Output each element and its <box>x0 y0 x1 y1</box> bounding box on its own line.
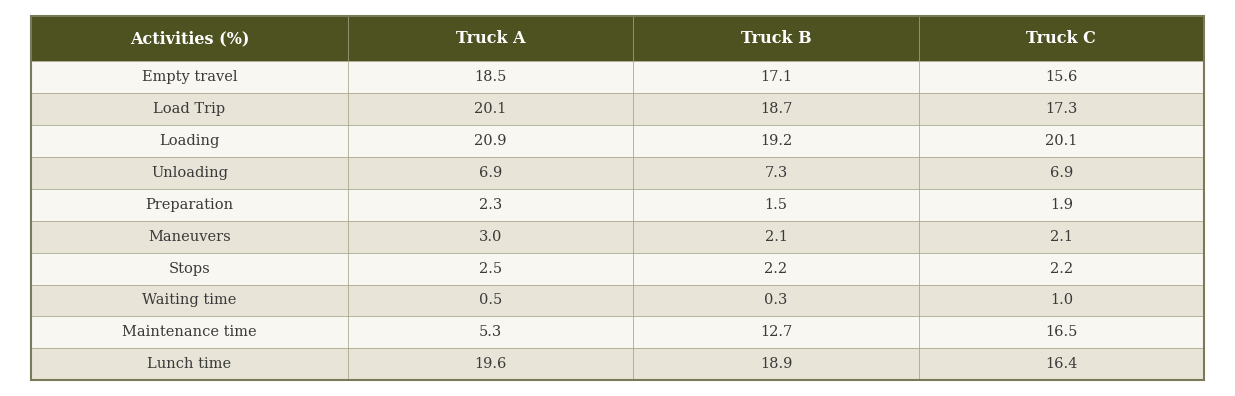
Bar <box>31 16 348 61</box>
Text: 18.5: 18.5 <box>474 70 506 84</box>
Bar <box>31 61 348 93</box>
Text: 0.3: 0.3 <box>764 293 788 307</box>
Bar <box>31 157 348 189</box>
Text: 6.9: 6.9 <box>479 166 503 180</box>
Text: 18.7: 18.7 <box>760 102 792 116</box>
Bar <box>919 93 1204 125</box>
Text: 2.1: 2.1 <box>764 230 788 244</box>
Bar <box>634 189 919 221</box>
Text: 3.0: 3.0 <box>479 230 503 244</box>
Text: 5.3: 5.3 <box>479 326 503 339</box>
Text: 1.0: 1.0 <box>1050 293 1073 307</box>
Bar <box>919 348 1204 380</box>
Bar <box>31 125 348 157</box>
Text: Stops: Stops <box>168 262 210 276</box>
Text: Load Trip: Load Trip <box>153 102 226 116</box>
Text: Unloading: Unloading <box>151 166 228 180</box>
Text: 7.3: 7.3 <box>764 166 788 180</box>
Bar <box>348 157 634 189</box>
Text: Activities (%): Activities (%) <box>130 30 249 47</box>
Text: Truck C: Truck C <box>1026 30 1097 47</box>
Bar <box>348 125 634 157</box>
Text: Empty travel: Empty travel <box>142 70 237 84</box>
Bar <box>348 189 634 221</box>
Text: 16.4: 16.4 <box>1045 357 1078 371</box>
Text: 2.1: 2.1 <box>1050 230 1073 244</box>
Text: 18.9: 18.9 <box>760 357 792 371</box>
Bar <box>634 125 919 157</box>
Text: 12.7: 12.7 <box>760 326 792 339</box>
Bar <box>31 348 348 380</box>
Text: 6.9: 6.9 <box>1050 166 1073 180</box>
Text: 2.2: 2.2 <box>1050 262 1073 276</box>
Bar <box>919 316 1204 348</box>
Text: 2.2: 2.2 <box>764 262 788 276</box>
Bar <box>31 284 348 316</box>
Text: 0.5: 0.5 <box>479 293 503 307</box>
Bar <box>919 61 1204 93</box>
Bar <box>31 221 348 253</box>
Text: Lunch time: Lunch time <box>147 357 231 371</box>
Bar <box>919 189 1204 221</box>
Text: 19.6: 19.6 <box>474 357 506 371</box>
Bar <box>919 284 1204 316</box>
Text: 20.1: 20.1 <box>474 102 506 116</box>
Bar <box>634 316 919 348</box>
Bar <box>31 253 348 284</box>
Bar <box>634 157 919 189</box>
Text: Waiting time: Waiting time <box>142 293 237 307</box>
Bar <box>348 316 634 348</box>
Text: Loading: Loading <box>159 134 220 148</box>
Bar <box>634 61 919 93</box>
Bar <box>348 93 634 125</box>
Text: 2.3: 2.3 <box>479 198 503 212</box>
Bar <box>634 16 919 61</box>
Bar <box>348 348 634 380</box>
Text: 19.2: 19.2 <box>760 134 792 148</box>
Bar <box>31 93 348 125</box>
Text: 17.1: 17.1 <box>760 70 792 84</box>
Text: 1.9: 1.9 <box>1050 198 1073 212</box>
Bar <box>348 61 634 93</box>
Text: Preparation: Preparation <box>146 198 233 212</box>
Text: 20.9: 20.9 <box>474 134 506 148</box>
Bar <box>348 253 634 284</box>
Text: 1.5: 1.5 <box>764 198 788 212</box>
Bar <box>348 284 634 316</box>
Bar <box>634 253 919 284</box>
Bar <box>634 348 919 380</box>
Text: 17.3: 17.3 <box>1045 102 1078 116</box>
Bar <box>348 16 634 61</box>
Text: Maintenance time: Maintenance time <box>122 326 257 339</box>
Bar <box>634 221 919 253</box>
Text: 15.6: 15.6 <box>1045 70 1078 84</box>
Text: Truck A: Truck A <box>456 30 525 47</box>
Bar <box>919 157 1204 189</box>
Bar <box>919 221 1204 253</box>
Text: 16.5: 16.5 <box>1045 326 1078 339</box>
Text: Maneuvers: Maneuvers <box>148 230 231 244</box>
Text: 20.1: 20.1 <box>1045 134 1078 148</box>
Bar <box>634 284 919 316</box>
Bar <box>31 316 348 348</box>
Bar <box>919 125 1204 157</box>
Bar <box>919 16 1204 61</box>
Bar <box>919 253 1204 284</box>
Bar <box>348 221 634 253</box>
Text: 2.5: 2.5 <box>479 262 503 276</box>
Text: Truck B: Truck B <box>741 30 811 47</box>
Bar <box>31 189 348 221</box>
Bar <box>634 93 919 125</box>
